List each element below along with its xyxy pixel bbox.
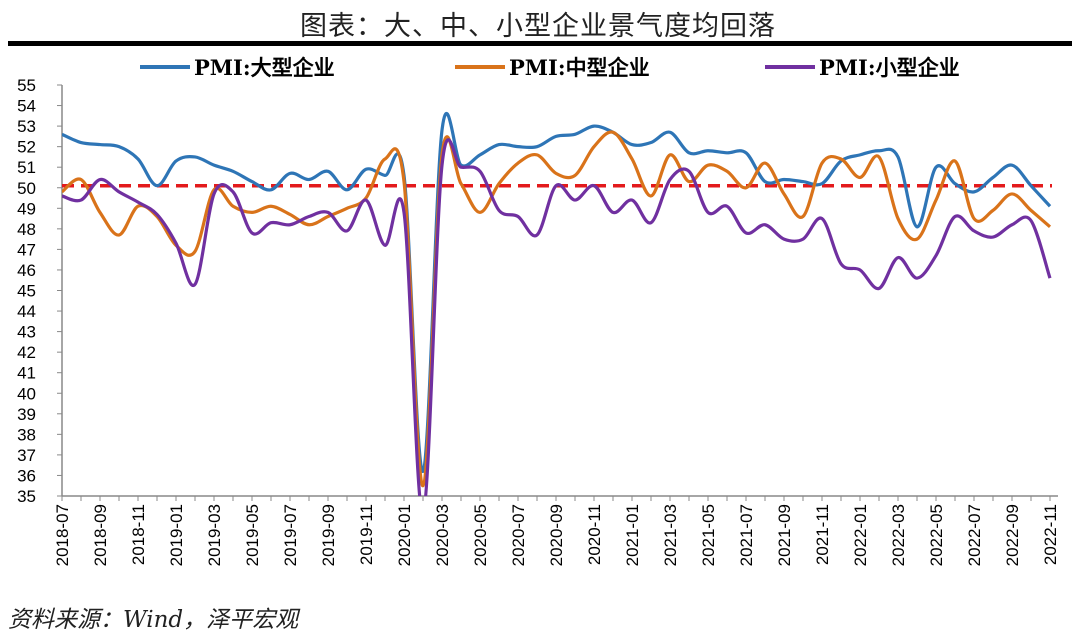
x-tick-label: 2019-09: [319, 504, 338, 566]
x-tick-label: 2020-09: [547, 504, 566, 566]
y-tick-label: 42: [17, 343, 36, 362]
x-tick-label: 2018-07: [53, 504, 72, 566]
y-tick-label: 55: [17, 76, 36, 95]
x-tick-label: 2020-01: [395, 504, 414, 566]
y-tick-label: 45: [17, 282, 36, 301]
legend-label-small: PMI:小型企业: [819, 55, 960, 80]
x-tick-label: 2020-05: [471, 504, 490, 566]
y-tick-label: 41: [17, 364, 36, 383]
x-tick-label: 2019-07: [281, 504, 300, 566]
y-tick-label: 47: [17, 240, 36, 259]
y-tick-label: 54: [17, 97, 36, 116]
x-tick-label: 2022-01: [851, 504, 870, 566]
x-tick-label: 2022-03: [889, 504, 908, 566]
x-tick-label: 2022-07: [965, 504, 984, 566]
x-tick-label: 2021-05: [699, 504, 718, 566]
x-tick-label: 2022-11: [1041, 504, 1060, 565]
x-tick-label: 2021-01: [623, 504, 642, 566]
legend-label-medium: PMI:中型企业: [509, 55, 650, 80]
y-tick-label: 49: [17, 199, 36, 218]
y-tick-label: 52: [17, 138, 36, 157]
series-line-small: [62, 138, 1052, 496]
y-tick-label: 51: [17, 158, 36, 177]
legend: PMI:大型企业 PMI:中型企业 PMI:小型企业: [140, 55, 960, 80]
x-tick-label: 2019-11: [357, 504, 376, 565]
x-tick-label: 2021-11: [813, 504, 832, 565]
x-tick-label: 2019-03: [205, 504, 224, 566]
series-group: [62, 111, 1052, 496]
x-tick-label: 2020-07: [509, 504, 528, 566]
y-tick-label: 38: [17, 425, 36, 444]
x-tick-label: 2019-05: [243, 504, 262, 566]
x-tick-label: 2020-03: [433, 504, 452, 566]
y-tick-label: 48: [17, 220, 36, 239]
y-tick-label: 44: [17, 302, 36, 321]
y-tick-label: 35: [17, 487, 36, 506]
series-line-large: [62, 111, 1052, 473]
x-tick-label: 2018-11: [129, 504, 148, 565]
x-tick-label: 2020-11: [585, 504, 604, 565]
y-tick-label: 53: [17, 117, 36, 136]
y-tick-label: 37: [17, 446, 36, 465]
x-tick-label: 2021-03: [661, 504, 680, 566]
series-line-medium: [62, 130, 1052, 488]
chart-title: 图表：大、中、小型企业景气度均回落: [300, 11, 776, 42]
legend-label-large: PMI:大型企业: [194, 55, 335, 80]
x-tick-label: 2022-05: [927, 504, 946, 566]
y-tick-label: 39: [17, 405, 36, 424]
source-note: 资料来源：Wind，泽平宏观: [8, 607, 299, 633]
x-tick-label: 2021-09: [775, 504, 794, 566]
y-tick-label: 43: [17, 323, 36, 342]
x-tick-label: 2022-09: [1003, 504, 1022, 566]
title-divider: [8, 41, 1072, 46]
x-tick-label: 2018-09: [91, 504, 110, 566]
x-tick-label: 2019-01: [167, 504, 186, 566]
y-tick-label: 36: [17, 466, 36, 485]
y-tick-label: 46: [17, 261, 36, 280]
y-tick-label: 40: [17, 384, 36, 403]
y-tick-label: 50: [17, 179, 36, 198]
x-tick-label: 2021-07: [737, 504, 756, 566]
